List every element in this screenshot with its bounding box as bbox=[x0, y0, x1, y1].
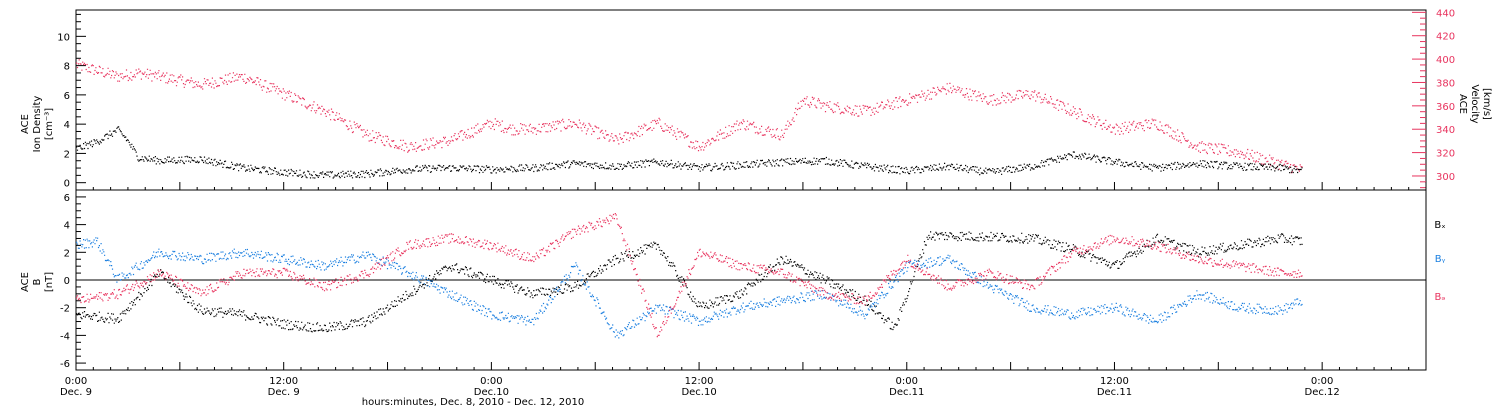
bx-series bbox=[76, 231, 1303, 333]
time-tick-label: 0:00 bbox=[480, 376, 502, 387]
b-tick-label: 2 bbox=[64, 248, 70, 259]
legend-by: Bᵧ bbox=[1435, 254, 1446, 265]
b-tick-label: 4 bbox=[64, 221, 70, 232]
density-tick-label: 10 bbox=[57, 32, 70, 43]
velocity-tick-label: 300 bbox=[1436, 172, 1455, 183]
b-label-line1: ACE bbox=[20, 272, 31, 292]
time-tick-label: 0:00 bbox=[896, 376, 918, 387]
b-tick-label: -6 bbox=[60, 359, 70, 370]
by-series-points bbox=[76, 237, 1303, 339]
b-label-line2: B bbox=[32, 278, 43, 285]
velocity-tick-label: 340 bbox=[1436, 125, 1455, 136]
velocity-series-points bbox=[76, 59, 1303, 174]
velocity-tick-label: 440 bbox=[1436, 8, 1455, 19]
density-label-line2: Ion Density bbox=[32, 96, 43, 153]
time-tick-label: 0:00 bbox=[65, 376, 87, 387]
time-tick-label: 12:00 bbox=[269, 376, 298, 387]
date-tick-label: Dec.11 bbox=[889, 387, 924, 398]
velocity-label-line3: [km/s] bbox=[1481, 88, 1492, 120]
date-tick-label: Dec. 9 bbox=[60, 387, 92, 398]
b-tick-label: -2 bbox=[60, 304, 70, 315]
b-label-line3: [nT] bbox=[44, 272, 55, 292]
b-tick-label: -4 bbox=[60, 331, 70, 342]
by-series bbox=[76, 237, 1303, 339]
density-series bbox=[76, 126, 1303, 179]
density-tick-label: 0 bbox=[64, 179, 70, 190]
legend-bx: Bₓ bbox=[1434, 220, 1445, 231]
density-tick-label: 2 bbox=[64, 149, 70, 160]
velocity-tick-label: 320 bbox=[1436, 149, 1455, 160]
density-tick-label: 8 bbox=[64, 62, 70, 73]
density-velocity-panel: 0 2 4 6 8 10 300 320 340 360 380 400 420 440 bbox=[57, 8, 1455, 191]
date-tick-label: Dec. 9 bbox=[268, 387, 300, 398]
bx-series-points bbox=[76, 231, 1303, 333]
b-tick-label: 6 bbox=[64, 193, 70, 204]
time-tick-label: 12:00 bbox=[1100, 376, 1129, 387]
density-tick-label: 4 bbox=[64, 120, 70, 131]
density-label-line1: ACE bbox=[20, 114, 31, 134]
date-tick-label: Dec.10 bbox=[681, 387, 716, 398]
axis-labels: ACE Ion Density [cm⁻³] ACE Velocity [km/… bbox=[20, 84, 1492, 303]
density-tick-label: 6 bbox=[64, 91, 70, 102]
date-tick-label: Dec.11 bbox=[1097, 387, 1132, 398]
b-tick-label: 0 bbox=[64, 276, 70, 287]
legend-bz: Bₔ bbox=[1434, 292, 1445, 303]
velocity-tick-label: 400 bbox=[1436, 55, 1455, 66]
top-panel-frame bbox=[75, 9, 1427, 191]
velocity-label-line2: Velocity bbox=[1469, 84, 1480, 123]
date-tick-label: Dec.10 bbox=[474, 387, 509, 398]
x-axis-title: hours:minutes, Dec. 8, 2010 - Dec. 12, 2… bbox=[362, 397, 584, 408]
velocity-tick-label: 380 bbox=[1436, 78, 1455, 89]
date-tick-label: Dec.12 bbox=[1305, 387, 1340, 398]
velocity-tick-label: 360 bbox=[1436, 102, 1455, 113]
time-tick-label: 12:00 bbox=[685, 376, 714, 387]
velocity-tick-label: 420 bbox=[1436, 32, 1455, 43]
magnetic-field-panel: -6 -4 -2 0 2 4 6 bbox=[60, 189, 1427, 371]
bz-series-points bbox=[76, 213, 1303, 338]
bz-series bbox=[76, 213, 1303, 338]
velocity-series bbox=[76, 59, 1303, 174]
density-series-points bbox=[76, 126, 1303, 179]
density-label-line3: [cm⁻³] bbox=[44, 108, 55, 140]
time-tick-label: 0:00 bbox=[1311, 376, 1333, 387]
velocity-label-line1: ACE bbox=[1457, 94, 1468, 114]
